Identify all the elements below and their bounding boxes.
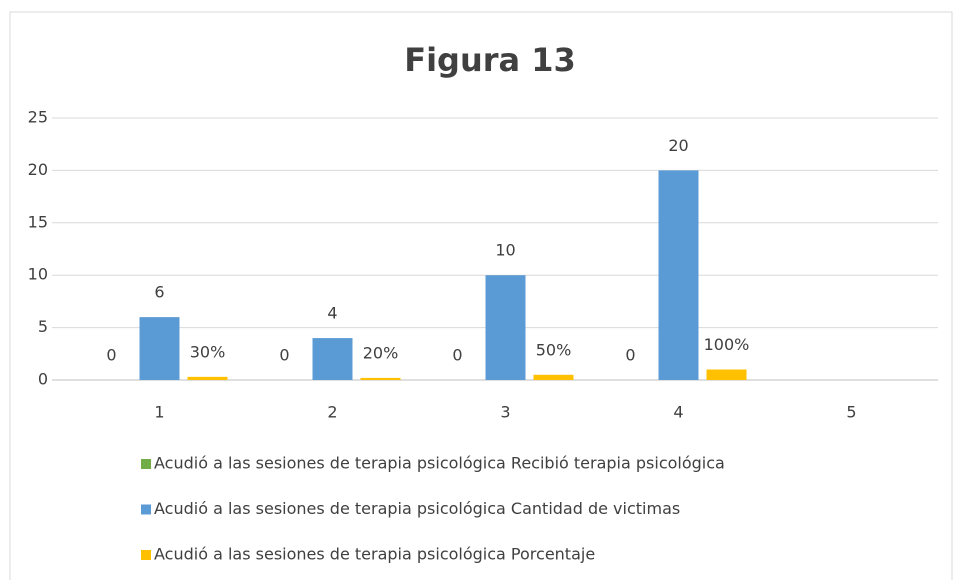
bar: [139, 317, 180, 380]
legend-swatch: [141, 550, 151, 560]
chart-frame: [9, 11, 953, 580]
data-label: 0: [279, 346, 289, 365]
bar: [658, 170, 699, 380]
x-tick-label: 5: [846, 403, 856, 422]
data-label: 6: [154, 283, 164, 302]
x-tick-label: 3: [500, 403, 510, 422]
data-label: 0: [106, 346, 116, 365]
bar: [485, 275, 526, 380]
bar: [312, 338, 353, 380]
y-tick-label: 10: [28, 265, 48, 284]
x-tick-label: 4: [673, 403, 683, 422]
data-label: 30%: [190, 342, 226, 361]
y-tick-label: 5: [38, 317, 48, 336]
y-tick-label: 15: [28, 212, 48, 231]
chart-title: Figura 13: [404, 41, 576, 79]
y-tick-label: 0: [38, 370, 48, 389]
data-label: 50%: [536, 340, 572, 359]
y-tick-label: 20: [28, 160, 48, 179]
x-tick-label: 2: [327, 403, 337, 422]
data-label: 10: [495, 241, 515, 260]
legend-swatch: [141, 504, 151, 515]
legend-swatch: [141, 459, 151, 469]
data-label: 4: [327, 304, 337, 323]
data-label: 100%: [704, 335, 750, 354]
x-tick-label: 1: [154, 403, 164, 422]
bar: [187, 376, 228, 380]
data-label: 20%: [363, 343, 399, 362]
data-label: 0: [452, 346, 462, 365]
legend-label: Acudió a las sesiones de terapia psicoló…: [154, 499, 680, 518]
data-label: 0: [625, 346, 635, 365]
data-label: 20: [668, 136, 688, 155]
bar: [533, 374, 574, 380]
legend-label: Acudió a las sesiones de terapia psicoló…: [154, 545, 595, 564]
bar: [360, 377, 401, 380]
y-tick-label: 25: [28, 108, 48, 127]
legend-label: Acudió a las sesiones de terapia psicoló…: [154, 454, 725, 473]
bar: [706, 369, 747, 380]
